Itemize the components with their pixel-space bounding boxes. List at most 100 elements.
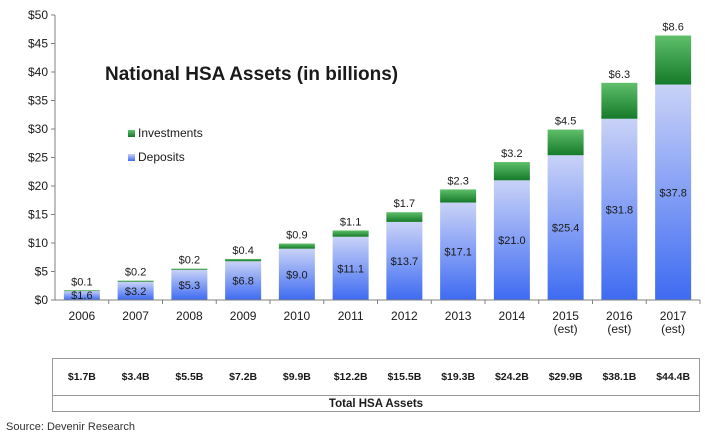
totals-label: Total HSA Assets [53,395,699,413]
x-tick-label: 2015 [552,309,579,323]
investments-bar [547,129,584,156]
total-cell: $44.4B [656,371,691,383]
deposits-value-label: $25.4 [552,223,580,235]
y-axis: $0 $5 $10 $15 $20 $25 $30 $35 $40 $45 $50 [28,8,56,307]
source-note: Source: Devenir Research [6,421,136,433]
total-cell: $1.7B [67,371,96,383]
hsa-stacked-bar-chart: $0 $5 $10 $15 $20 $25 $30 $35 $40 $45 $50 $1.6 $0.1… [28,8,701,336]
investments-value-label: $0.4 [232,245,253,257]
investments-bar [63,290,100,292]
deposits-bar [225,261,262,300]
x-axis: 2006 2007 2008 2009 2010 2011 2012 2013 2014 2015… [55,299,701,336]
y-tick-label: $40 [28,65,48,79]
investments-bar [117,280,154,282]
total-cell: $7.2B [229,371,258,383]
deposits-value-label: $37.8 [659,187,687,199]
investments-value-label: $0.2 [179,255,200,267]
deposits-value-label: $13.7 [391,256,419,268]
deposits-bar [386,221,423,300]
deposits-bar [63,290,100,300]
deposits-bar [655,84,692,300]
total-cell: $12.2B [333,371,368,383]
investments-value-label: $0.2 [125,267,146,279]
x-tick-label: 2014 [499,309,526,323]
investments-value-label: $1.7 [394,198,415,210]
x-tick-label: (est) [607,322,631,336]
investments-bar [493,162,530,181]
x-tick-label: 2013 [445,309,472,323]
x-tick-label: 2012 [391,309,418,323]
y-tick-label: $10 [28,236,48,250]
y-tick-label: $15 [28,208,48,222]
deposits-bar [117,281,154,300]
x-tick-label: 2010 [284,309,311,323]
x-tick-label: 2008 [176,309,203,323]
deposits-bar [547,155,584,300]
investments-bar [225,258,262,262]
x-tick-label: 2011 [338,309,364,323]
deposits-bar [493,180,530,300]
deposits-value-label: $5.3 [179,280,200,292]
investments-bar [655,35,692,85]
investments-value-label: $8.6 [662,22,683,34]
total-cell: $5.5B [175,371,204,383]
investments-value-label: $6.3 [609,69,630,81]
deposits-bar [278,248,315,300]
deposits-value-label: $6.8 [232,276,253,288]
investments-bar [601,82,638,119]
y-tick-label: $30 [28,122,48,136]
investments-bar [278,243,315,249]
x-tick-label: 2007 [122,309,149,323]
deposits-value-label: $1.6 [71,290,92,302]
investments-value-label: $0.1 [71,276,92,288]
total-cell: $15.5B [387,371,422,383]
investments-value-label: $0.9 [286,230,307,242]
x-tick-label: 2009 [230,309,257,323]
totals-table: $1.7B $3.4B $5.5B $7.2B $9.9B $12.2B $15.5B $19… [52,358,700,412]
y-tick-label: $0 [35,293,49,307]
deposits-bar [440,202,477,300]
deposits-bar [332,236,369,300]
deposits-value-label: $31.8 [606,204,634,216]
bars: $1.6 $0.1 $3.2 $0.2 $5.3 $0.2 $6.8 $0.4 $9.0 $0.9… [63,22,692,302]
total-cell: $38.1B [602,371,637,383]
total-cell: $9.9B [282,371,311,383]
x-tick-label: 2016 [606,309,633,323]
total-cell: $24.2B [494,371,529,383]
deposits-value-label: $11.1 [337,263,364,275]
legend-item-deposits: Deposits [128,149,203,165]
total-cell: $29.9B [548,371,583,383]
y-tick-label: $45 [28,37,48,51]
legend-label-deposits: Deposits [138,150,185,164]
investments-bar [386,212,423,222]
chart-title: National HSA Assets (in billions) [105,64,399,85]
investments-swatch [128,129,135,137]
x-tick-label: 2006 [69,309,96,323]
investments-value-label: $2.3 [447,175,468,187]
deposits-bar [171,269,208,300]
deposits-value-label: $9.0 [286,269,307,281]
investments-value-label: $4.5 [555,116,576,128]
y-tick-label: $25 [28,151,48,165]
y-tick-label: $50 [28,8,48,22]
x-tick-label: (est) [554,322,578,336]
x-tick-label: (est) [661,322,685,336]
total-cell: $3.4B [121,371,150,383]
deposits-value-label: $17.1 [444,246,472,258]
y-tick-label: $20 [28,179,48,193]
investments-bar [171,268,208,270]
total-cell: $19.3B [441,371,476,383]
deposits-bar [601,118,638,301]
x-tick-label: 2017 [660,309,687,323]
totals-row: $1.7B $3.4B $5.5B $7.2B $9.9B $12.2B $15.5B $19… [53,359,699,395]
investments-value-label: $3.2 [501,148,522,160]
deposits-swatch [128,153,135,161]
investments-bar [332,230,369,237]
y-tick-label: $5 [35,265,49,279]
y-tick-label: $35 [28,94,48,108]
legend: Investments Deposits [128,125,203,173]
investments-value-label: $1.1 [340,216,361,228]
deposits-value-label: $21.0 [498,235,526,247]
investments-bar [440,189,477,203]
legend-item-investments: Investments [128,125,203,141]
